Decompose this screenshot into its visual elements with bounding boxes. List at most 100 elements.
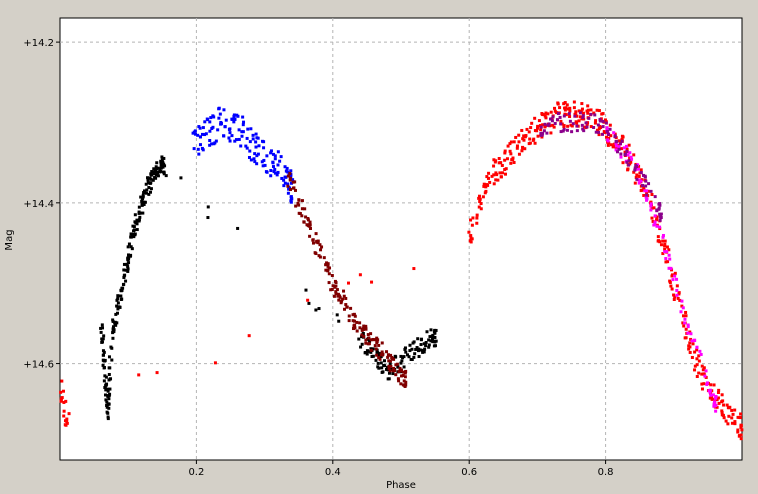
data-point (263, 163, 267, 167)
data-point (683, 321, 687, 325)
data-point (401, 356, 405, 360)
data-point (264, 170, 268, 174)
data-point (255, 154, 259, 158)
data-point (496, 178, 500, 182)
data-point (211, 125, 215, 129)
data-point (246, 127, 250, 131)
data-point (283, 181, 287, 185)
data-point (663, 242, 667, 246)
data-point (582, 129, 586, 133)
data-point (717, 388, 721, 392)
data-point (271, 165, 275, 169)
data-point (485, 175, 489, 179)
data-point (739, 412, 743, 416)
data-point (308, 227, 312, 231)
data-point (680, 304, 684, 308)
data-point (639, 189, 643, 193)
data-point (644, 179, 648, 183)
data-point (730, 408, 734, 412)
data-point (316, 239, 320, 243)
data-point (404, 350, 408, 354)
data-point (564, 113, 568, 117)
data-point (566, 124, 570, 128)
data-point (562, 127, 566, 131)
data-point (564, 106, 568, 110)
data-point (389, 364, 393, 368)
data-point (675, 277, 679, 281)
data-point (232, 113, 236, 117)
data-point (106, 389, 110, 393)
data-point (609, 134, 613, 138)
data-point (269, 151, 273, 155)
data-point (725, 403, 729, 407)
data-point (658, 215, 662, 219)
data-point (635, 177, 639, 181)
data-point (586, 111, 590, 115)
data-point (135, 222, 139, 226)
data-point (663, 239, 667, 243)
data-point (608, 123, 612, 127)
data-point (234, 138, 238, 142)
data-point (120, 297, 124, 301)
data-point (664, 257, 668, 261)
data-point (256, 152, 260, 156)
data-point (273, 167, 277, 171)
data-point (265, 154, 269, 158)
data-point (337, 319, 341, 323)
data-point (397, 370, 401, 374)
data-point (552, 125, 556, 129)
data-point (353, 326, 357, 330)
data-point (733, 420, 737, 424)
data-point (427, 343, 431, 347)
data-point (414, 347, 418, 351)
data-point (65, 421, 69, 425)
data-point (432, 330, 436, 334)
data-point (155, 170, 159, 174)
data-point (148, 181, 152, 185)
data-point (429, 328, 433, 332)
data-point (346, 281, 350, 285)
data-point (283, 165, 287, 169)
data-point (562, 125, 566, 129)
data-point (603, 118, 607, 122)
data-point (669, 266, 673, 270)
data-point (539, 128, 543, 132)
data-point (269, 169, 273, 173)
data-point (245, 146, 249, 150)
data-point (667, 253, 671, 257)
data-point (161, 164, 165, 168)
data-point (693, 350, 697, 354)
data-point (101, 349, 105, 353)
data-point (313, 251, 317, 255)
data-point (297, 203, 301, 207)
data-point (110, 346, 114, 350)
data-point (208, 143, 212, 147)
data-point (146, 181, 150, 185)
data-point (286, 191, 290, 195)
data-point (626, 153, 630, 157)
data-point (700, 372, 704, 376)
data-point (663, 250, 667, 254)
data-point (233, 139, 237, 143)
data-point (412, 340, 416, 344)
data-point (376, 361, 380, 365)
data-point (736, 415, 740, 419)
x-axis-title: Phase (386, 480, 416, 491)
data-point (247, 334, 251, 338)
data-point (116, 297, 120, 301)
data-point (144, 182, 148, 186)
data-point (553, 109, 557, 113)
data-point (370, 280, 374, 284)
data-point (247, 155, 251, 159)
data-point (103, 385, 107, 389)
data-point (673, 274, 677, 278)
data-point (484, 189, 488, 193)
data-point (241, 115, 245, 119)
data-point (388, 359, 392, 363)
data-point (536, 124, 540, 128)
data-point (127, 242, 131, 246)
data-point (722, 416, 726, 420)
data-point (242, 120, 246, 124)
data-point (581, 116, 585, 120)
data-point (161, 170, 165, 174)
